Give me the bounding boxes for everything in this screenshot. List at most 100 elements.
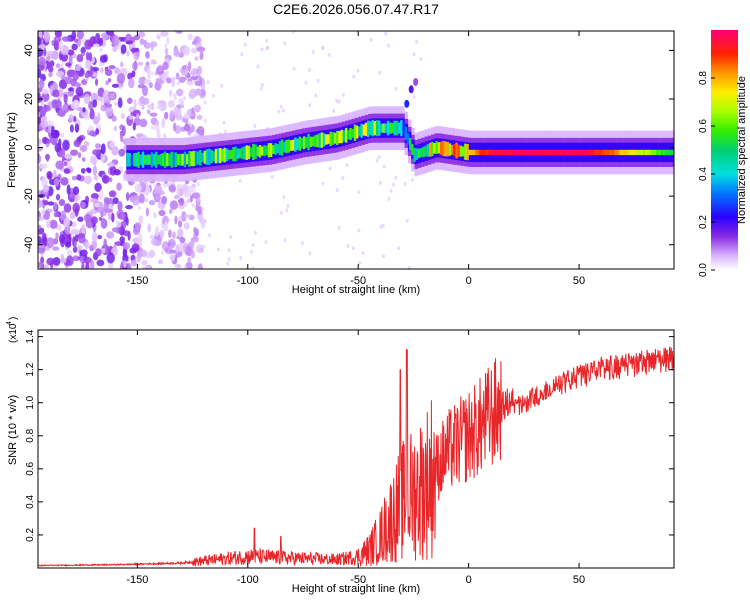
ridge-cell: [428, 142, 432, 157]
noise-blob: [92, 149, 101, 156]
noise-blob: [146, 265, 151, 269]
ridge-cell: [453, 143, 456, 157]
noise-blob: [270, 174, 274, 179]
ridge-cell: [530, 149, 533, 156]
noise-blob: [90, 198, 98, 203]
noise-blob: [191, 107, 195, 115]
ridge-cell: [283, 141, 286, 153]
noise-blob: [93, 175, 99, 181]
noise-blob: [164, 221, 168, 231]
ridge-cell: [601, 149, 604, 156]
noise-blob: [54, 142, 62, 153]
noise-blob: [53, 211, 59, 218]
noise-blob: [156, 104, 163, 110]
noise-blob: [64, 76, 73, 85]
noise-blob: [38, 56, 46, 66]
noise-blob: [73, 240, 77, 247]
noise-blob: [250, 249, 253, 254]
ridge-cell: [532, 149, 536, 156]
noise-blob: [47, 201, 55, 206]
ridge-cell: [521, 149, 524, 156]
noise-blob: [149, 234, 155, 239]
noise-blob: [138, 233, 143, 243]
ridge-cell: [347, 130, 350, 140]
noise-blob: [142, 266, 146, 269]
ridge-cell: [166, 153, 169, 167]
noise-blob: [197, 197, 201, 202]
noise-blob: [387, 196, 391, 201]
ridge-cell: [371, 119, 374, 137]
noise-blob: [96, 259, 105, 267]
ridge-cell: [336, 130, 339, 145]
noise-blob: [102, 175, 110, 184]
noise-blob: [146, 104, 154, 109]
ridge-cell: [267, 143, 271, 158]
noise-blob: [70, 228, 80, 235]
noise-blob: [83, 175, 92, 185]
noise-blob: [109, 92, 116, 100]
ridge-cell: [179, 153, 182, 166]
noise-blob: [128, 115, 133, 120]
noise-blob: [95, 128, 100, 135]
ridge-cell: [294, 137, 297, 152]
ridge-cell: [245, 145, 248, 160]
ridge-cell: [261, 146, 264, 156]
noise-blob: [147, 109, 151, 115]
noise-blob: [97, 234, 102, 240]
ridge-cell: [557, 149, 560, 156]
noise-blob: [150, 125, 159, 130]
noise-blob: [85, 262, 90, 269]
ridge-cell: [305, 137, 308, 148]
spectrogram-y-tick-label: -40: [23, 237, 35, 253]
snr-y-scale-exp: 4: [6, 321, 13, 325]
ridge-cell: [221, 149, 224, 162]
noise-blob: [114, 67, 120, 75]
ridge-cell: [545, 149, 549, 156]
noise-blob: [196, 182, 200, 187]
noise-blob: [190, 238, 195, 249]
noise-blob: [38, 115, 42, 125]
colorbar-tick-label: 0.2: [698, 215, 709, 229]
ridge-cell: [239, 148, 242, 159]
noise-blob: [54, 31, 62, 38]
noise-blob: [137, 205, 141, 210]
noise-blob: [52, 257, 61, 266]
snr-y-tick-label: 0.8: [25, 428, 36, 442]
noise-blob: [183, 123, 191, 132]
ridge-cell: [649, 149, 653, 156]
ridge-cell: [303, 136, 306, 150]
ridge-cell: [420, 148, 423, 158]
noise-blob: [133, 200, 138, 206]
spectrogram-panel: -150 -100 -50 0 50 -40 -20 0 20 40 Height of str…: [6, 30, 675, 296]
noise-blob: [357, 228, 361, 233]
noise-blob: [43, 264, 49, 269]
noise-blob: [196, 114, 203, 120]
noise-blob: [254, 230, 257, 235]
noise-blob: [378, 180, 382, 185]
snr-x-label: Height of straight line (km): [292, 583, 420, 595]
noise-blob: [149, 112, 158, 117]
ridge-cell: [583, 149, 586, 156]
noise-blob: [120, 113, 125, 119]
noise-blob: [125, 192, 130, 201]
noise-blob: [60, 52, 69, 62]
noise-blob: [126, 97, 133, 104]
ridge-cell: [212, 151, 215, 162]
ridge-cell: [232, 147, 235, 162]
ridge-cell: [543, 149, 547, 156]
noise-blob: [179, 237, 186, 244]
noise-blob: [131, 243, 140, 252]
noise-blob: [58, 87, 64, 99]
noise-blob: [80, 168, 86, 174]
spectrogram-y-tick-label: -20: [23, 188, 35, 204]
ridge-cell: [159, 153, 162, 166]
noise-blob: [112, 45, 117, 53]
ridge-cell: [621, 149, 624, 156]
noise-blob: [138, 193, 145, 204]
noise-blob: [327, 52, 331, 57]
ridge-cell: [133, 153, 136, 167]
noise-blob: [220, 83, 223, 88]
noise-blob: [92, 165, 98, 177]
ridge-cell: [484, 149, 487, 156]
noise-blob: [118, 148, 126, 157]
